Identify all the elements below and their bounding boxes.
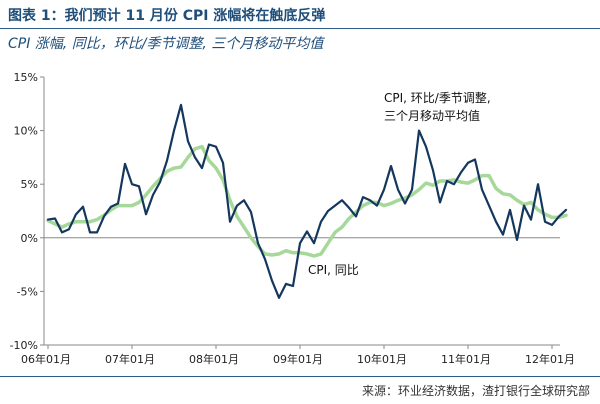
- source-note: 来源：环业经济数据，渣打银行全球研究部: [361, 384, 590, 398]
- header-rule: [0, 28, 600, 29]
- x-tick-label: 12年01月: [525, 352, 575, 366]
- annotation-layer: CPI, 环比/季节调整, 三个月移动平均值 CPI, 同比: [308, 90, 491, 277]
- x-tick-label: 11年01月: [441, 352, 491, 366]
- y-tick-label: 10%: [14, 125, 38, 138]
- y-tick-label: -10%: [10, 339, 38, 352]
- chart-subtitle: CPI 涨幅, 同比，环比/季节调整, 三个月移动平均值: [8, 36, 324, 52]
- x-tick-label: 06年01月: [21, 352, 71, 366]
- x-tick-label: 09年01月: [273, 352, 323, 366]
- line-chart: -10% -5% 0% 5% 10% 15% 06年01月 07年01月 08年01月 09年0…: [10, 71, 575, 366]
- series-line-cpi-yoy: [46, 103, 568, 299]
- footer-rule: [0, 376, 600, 377]
- y-tick-label: 15%: [14, 71, 38, 84]
- x-tick-label: 07年01月: [105, 352, 155, 366]
- series-annotation: CPI, 环比/季节调整,: [384, 90, 491, 105]
- y-axis: -10% -5% 0% 5% 10% 15%: [10, 71, 45, 352]
- series-annotation: 三个月移动平均值: [384, 108, 480, 123]
- chart-title: 图表 1：我们预计 11 月份 CPI 涨幅将在触底反弹: [8, 8, 326, 24]
- x-tick-label: 08年01月: [189, 352, 239, 366]
- series-annotation: CPI, 同比: [308, 263, 359, 277]
- y-tick-label: 0%: [21, 232, 38, 245]
- series-layer: [46, 103, 568, 299]
- y-tick-label: 5%: [21, 178, 38, 191]
- y-tick-label: -5%: [17, 285, 38, 298]
- x-tick-label: 10年01月: [357, 352, 407, 366]
